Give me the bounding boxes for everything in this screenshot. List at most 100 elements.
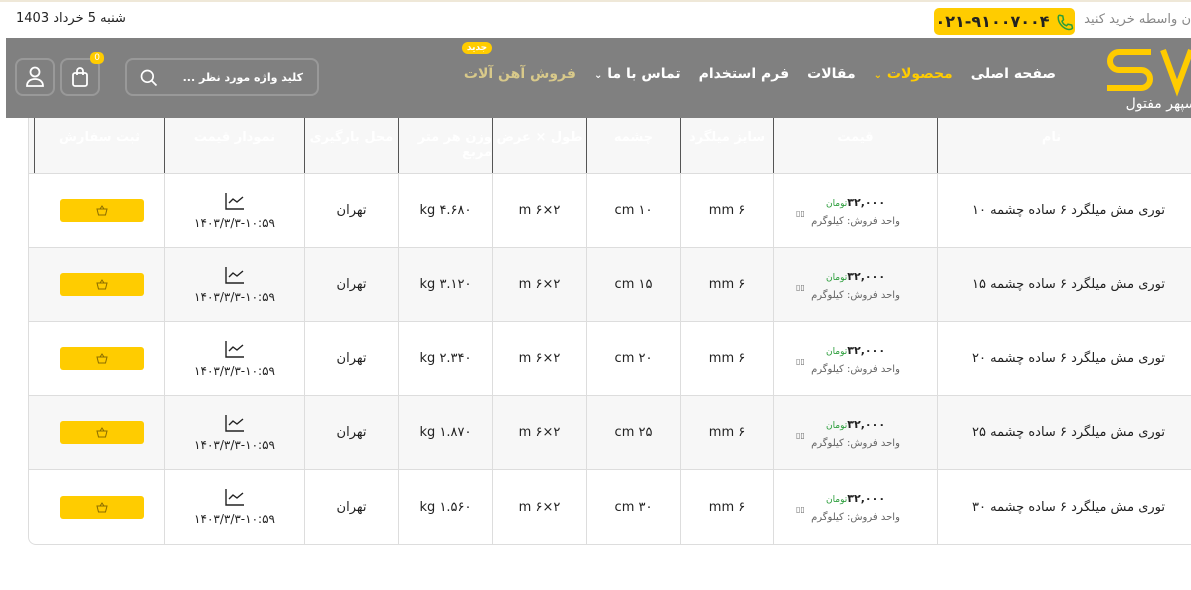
mesh-size: ۱۰ cm <box>586 174 680 247</box>
mesh-size: ۲۵ cm <box>586 396 680 469</box>
phone-number: ۰۲۱-۹۱۰۰۷۰۰۴ <box>935 12 1050 31</box>
account-button[interactable] <box>15 58 55 96</box>
sale-unit: واحد فروش: کیلوگرم <box>811 289 900 301</box>
sale-unit: واحد فروش: کیلوگرم <box>811 363 900 375</box>
line-chart-icon[interactable] <box>224 266 245 284</box>
product-name[interactable]: توری مش میلگرد ۶ ساده چشمه ۲۵ <box>937 396 1191 469</box>
order-button[interactable] <box>60 421 144 444</box>
line-chart-icon[interactable] <box>224 414 245 432</box>
chart-date: ۱۴۰۳/۳/۳-۱۰:۵۹ <box>194 289 275 304</box>
table-row: توری مش میلگرد ۶ ساده چشمه ۱۰ ۳۲,۰۰۰توما… <box>29 174 1191 248</box>
dimensions: ۲×۶ m <box>492 174 586 247</box>
location: تهران <box>304 322 398 395</box>
user-icon <box>26 66 44 87</box>
price-chart-cell: ۱۴۰۳/۳/۳-۱۰:۵۹ <box>164 322 304 395</box>
logo[interactable]: سپهر مفتول <box>1101 44 1191 112</box>
order-cell <box>34 396 164 469</box>
header-price-chart: نمودار قیمت <box>164 118 304 173</box>
shopping-bag-icon <box>72 67 88 87</box>
phone-icon <box>1057 13 1073 30</box>
header-name: نام <box>937 118 1191 173</box>
menu: صفحه اصلی محصولات ⌄ مقالات فرم استخدام ت… <box>461 42 1056 82</box>
menu-item-home[interactable]: صفحه اصلی <box>970 66 1056 82</box>
sale-unit: واحد فروش: کیلوگرم <box>811 437 900 449</box>
dimensions: ۲×۶ m <box>492 396 586 469</box>
basket-icon <box>96 279 108 290</box>
menu-item-label: محصولات <box>886 66 953 82</box>
rebar-size: ۶ mm <box>680 470 773 544</box>
product-name[interactable]: توری مش میلگرد ۶ ساده چشمه ۱۰ <box>937 174 1191 247</box>
rebar-size: ۶ mm <box>680 396 773 469</box>
price-value: ۳۲,۰۰۰ <box>847 269 886 283</box>
header-size: سایز میلگرد <box>680 118 773 173</box>
order-cell <box>34 248 164 321</box>
price-value: ۳۲,۰۰۰ <box>847 195 886 209</box>
menu-item-contact[interactable]: تماس با ما ⌄ <box>594 66 681 82</box>
menu-item-label: فروش آهن آلات <box>463 66 576 82</box>
menu-item-jobs[interactable]: فرم استخدام <box>698 66 790 82</box>
phone-button[interactable]: ۰۲۱-۹۱۰۰۷۰۰۴ <box>934 8 1075 35</box>
basket-icon <box>96 353 108 364</box>
chart-date: ۱۴۰۳/۳/۳-۱۰:۵۹ <box>194 363 275 378</box>
menu-item-iron-sales[interactable]: فروش آهن آلات جدید <box>461 42 576 82</box>
rebar-size: ۶ mm <box>680 322 773 395</box>
chart-date: ۱۴۰۳/۳/۳-۱۰:۵۹ <box>194 512 275 526</box>
price-value: ۳۲,۰۰۰ <box>847 343 886 357</box>
header-dimensions: طول × عرض <box>492 118 586 173</box>
header-mesh: چشمه <box>586 118 680 173</box>
order-button[interactable] <box>60 273 144 296</box>
placeholder-glyph-icon: ▯▯ <box>796 282 805 292</box>
price-cell: ۳۲,۰۰۰تومان واحد فروش: کیلوگرم ▯▯ <box>773 396 937 469</box>
sale-unit: واحد فروش: کیلوگرم <box>811 215 900 227</box>
price-chart-cell: ۱۴۰۳/۳/۳-۱۰:۵۹ <box>164 470 304 544</box>
currency: تومان <box>825 272 848 283</box>
header-location: محل بارگیری <box>304 118 398 173</box>
search-input[interactable]: کلید واژه مورد نظر ... <box>125 58 319 96</box>
rebar-size: ۶ mm <box>680 174 773 247</box>
price-cell: ۳۲,۰۰۰تومان واحد فروش: کیلوگرم ▯▯ <box>773 248 937 321</box>
header-price: قیمت <box>773 118 937 173</box>
location: تهران <box>304 396 398 469</box>
dimensions: ۲×۶ m <box>492 322 586 395</box>
search-placeholder: کلید واژه مورد نظر ... <box>182 71 303 84</box>
mesh-size: ۱۵ cm <box>586 248 680 321</box>
header-weight: وزن هر متر مربع <box>398 118 492 173</box>
product-name[interactable]: توری مش میلگرد ۶ ساده چشمه ۲۰ <box>937 322 1191 395</box>
order-cell <box>34 174 164 247</box>
order-button[interactable] <box>60 199 144 222</box>
menu-item-label: تماس با ما <box>607 66 681 82</box>
order-button[interactable] <box>60 495 144 519</box>
date-text: شنبه 5 خرداد 1403 <box>16 11 126 26</box>
order-button[interactable] <box>60 347 144 370</box>
svg-text:سپهر مفتول: سپهر مفتول <box>1126 96 1191 112</box>
table-row: توری مش میلگرد ۶ ساده چشمه ۳۰ ۳۲,۰۰۰توما… <box>29 470 1191 544</box>
new-badge: جدید <box>461 42 493 54</box>
currency: تومان <box>825 495 848 505</box>
mesh-size: ۳۰ cm <box>586 470 680 544</box>
weight: ۱.۵۶۰ kg <box>398 470 492 544</box>
menu-item-products[interactable]: محصولات ⌄ <box>874 66 953 82</box>
price-value: ۳۲,۰۰۰ <box>847 417 886 431</box>
line-chart-icon[interactable] <box>224 488 245 506</box>
product-name[interactable]: توری مش میلگرد ۶ ساده چشمه ۱۵ <box>937 248 1191 321</box>
table-row: توری مش میلگرد ۶ ساده چشمه ۱۵ ۳۲,۰۰۰توما… <box>29 248 1191 322</box>
cart-button[interactable]: 0 <box>60 52 104 96</box>
currency: تومان <box>825 346 848 357</box>
chevron-down-icon: ⌄ <box>873 70 883 81</box>
table-header: نام قیمت سایز میلگرد چشمه طول × عرض وزن … <box>29 118 1191 174</box>
rebar-size: ۶ mm <box>680 248 773 321</box>
chevron-down-icon: ⌄ <box>593 70 603 81</box>
search-icon[interactable] <box>139 68 159 88</box>
basket-icon <box>96 427 108 438</box>
menu-item-articles[interactable]: مقالات <box>807 66 856 82</box>
product-name[interactable]: توری مش میلگرد ۶ ساده چشمه ۳۰ <box>937 470 1191 544</box>
cart-count-badge: 0 <box>90 52 104 64</box>
price-chart-cell: ۱۴۰۳/۳/۳-۱۰:۵۹ <box>164 396 304 469</box>
placeholder-glyph-icon: ▯▯ <box>796 208 805 218</box>
location: تهران <box>304 248 398 321</box>
line-chart-icon[interactable] <box>224 192 245 210</box>
currency: تومان <box>825 198 848 209</box>
products-table: نام قیمت سایز میلگرد چشمه طول × عرض وزن … <box>28 118 1191 545</box>
line-chart-icon[interactable] <box>224 340 245 358</box>
order-cell <box>34 470 164 544</box>
